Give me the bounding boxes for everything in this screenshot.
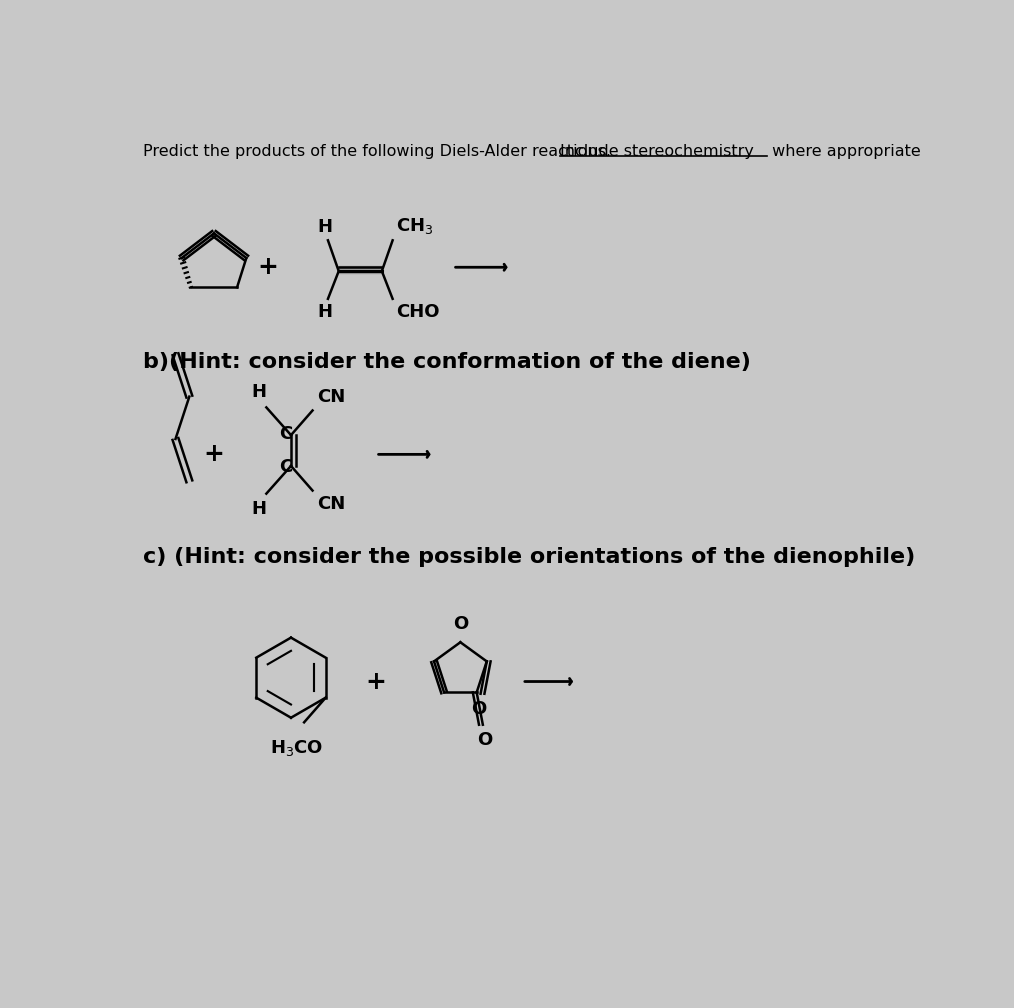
Text: O: O (472, 700, 487, 718)
Text: where appropriate: where appropriate (767, 144, 921, 159)
Text: H: H (251, 383, 266, 401)
Text: C: C (279, 459, 292, 477)
Text: +: + (258, 255, 278, 279)
Text: CHO: CHO (395, 303, 439, 322)
Text: H: H (317, 218, 333, 236)
Text: CN: CN (317, 495, 346, 513)
Polygon shape (339, 266, 382, 272)
Text: +: + (204, 443, 224, 467)
Text: c) (Hint: consider the possible orientations of the dienophile): c) (Hint: consider the possible orientat… (143, 546, 916, 566)
Text: Predict the products of the following Diels-Alder reactions.: Predict the products of the following Di… (143, 144, 617, 159)
Text: +: + (365, 669, 386, 694)
Text: CH$_3$: CH$_3$ (395, 216, 433, 236)
Text: O: O (477, 731, 492, 749)
Text: O: O (453, 615, 468, 633)
Text: CN: CN (317, 388, 346, 406)
Text: H: H (251, 500, 266, 518)
Text: b)(Hint: consider the conformation of the diene): b)(Hint: consider the conformation of th… (143, 352, 751, 372)
Text: Include stereochemistry: Include stereochemistry (561, 144, 754, 159)
Text: C: C (279, 424, 292, 443)
Text: H: H (317, 303, 333, 322)
Text: H$_3$CO: H$_3$CO (270, 738, 323, 758)
